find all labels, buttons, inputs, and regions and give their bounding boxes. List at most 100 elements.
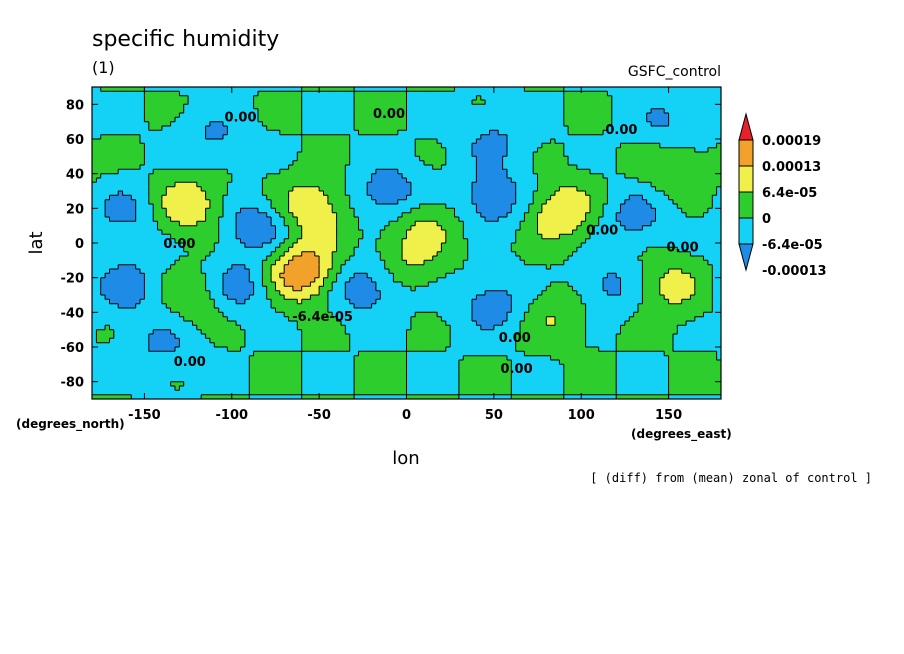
field-cell: [214, 169, 220, 175]
field-cell: [174, 234, 180, 240]
field-cell: [533, 212, 539, 218]
field-cell: [511, 143, 517, 149]
field-cell: [550, 212, 556, 218]
field-cell: [275, 208, 281, 214]
field-cell: [624, 130, 630, 136]
field-cell: [467, 195, 473, 201]
field-cell: [332, 100, 338, 105]
field-cell: [550, 139, 556, 144]
field-cell: [354, 169, 360, 175]
field-cell: [616, 160, 622, 166]
field-cell: [166, 100, 172, 105]
field-cell: [594, 147, 600, 153]
field-cell: [100, 165, 106, 170]
field-cell: [589, 195, 595, 201]
field-cell: [301, 143, 307, 149]
field-cell: [196, 221, 202, 227]
field-cell: [188, 100, 194, 105]
field-cell: [489, 147, 495, 153]
field-cell: [209, 217, 215, 222]
field-cell: [384, 182, 390, 188]
field-cell: [559, 126, 565, 131]
field-cell: [423, 147, 429, 153]
field-cell: [498, 87, 504, 92]
field-cell: [528, 156, 534, 162]
field-cell: [607, 91, 613, 97]
field-cell: [572, 221, 578, 227]
field-cell: [686, 186, 692, 192]
field-cell: [642, 186, 648, 192]
field-cell: [699, 165, 705, 170]
field-cell: [716, 230, 721, 235]
field-cell: [589, 173, 595, 179]
field-cell: [297, 139, 303, 144]
field-cell: [633, 108, 639, 114]
field-cell: [148, 121, 154, 127]
field-cell: [541, 178, 547, 183]
field-cell: [231, 156, 237, 162]
field-cell: [454, 212, 460, 218]
field-cell: [231, 191, 237, 196]
field-cell: [319, 221, 325, 227]
field-cell: [537, 117, 543, 123]
field-cell: [371, 199, 377, 205]
field-cell: [340, 152, 346, 157]
field-cell: [340, 104, 346, 110]
field-cell: [546, 104, 552, 110]
field-cell: [533, 130, 539, 136]
field-cell: [441, 108, 447, 114]
field-cell: [568, 169, 574, 175]
field-cell: [113, 113, 119, 118]
field-cell: [188, 199, 194, 205]
field-cell: [415, 169, 421, 175]
field-cell: [231, 108, 237, 114]
field-cell: [493, 230, 499, 235]
field-cell: [681, 156, 687, 162]
field-cell: [454, 191, 460, 196]
field-cell: [633, 217, 639, 222]
field-cell: [690, 195, 696, 201]
field-cell: [472, 87, 477, 92]
field-cell: [201, 225, 207, 231]
field-cell: [568, 186, 574, 192]
field-cell: [244, 225, 250, 231]
field-cell: [458, 230, 464, 235]
field-cell: [244, 208, 250, 214]
field-cell: [161, 117, 167, 123]
field-cell: [668, 108, 674, 114]
field-cell: [677, 160, 683, 166]
field-cell: [135, 108, 141, 114]
field-cell: [135, 139, 141, 144]
field-cell: [672, 134, 678, 140]
field-cell: [537, 104, 543, 110]
field-cell: [611, 221, 617, 227]
field-cell: [192, 178, 198, 183]
field-cell: [170, 234, 176, 240]
field-cell: [188, 152, 194, 157]
field-cell: [423, 156, 429, 162]
field-cell: [249, 204, 255, 209]
field-cell: [415, 152, 421, 157]
field-cell: [96, 152, 102, 157]
field-cell: [506, 126, 512, 131]
field-cell: [638, 117, 643, 123]
field-cell: [633, 195, 639, 201]
field-cell: [284, 117, 290, 123]
field-cell: [437, 100, 443, 105]
field-cell: [620, 147, 626, 153]
field-cell: [419, 91, 425, 97]
field-cell: [345, 100, 351, 105]
field-cell: [651, 126, 657, 131]
field-cell: [664, 139, 670, 144]
field-cell: [240, 230, 246, 235]
field-cell: [546, 121, 552, 127]
field-cell: [266, 121, 272, 127]
field-cell: [476, 217, 482, 222]
field-cell: [646, 156, 652, 162]
field-cell: [594, 113, 600, 118]
field-cell: [157, 134, 163, 140]
field-cell: [668, 169, 674, 175]
field-cell: [389, 95, 394, 101]
field-cell: [524, 173, 530, 179]
field-cell: [358, 186, 364, 192]
